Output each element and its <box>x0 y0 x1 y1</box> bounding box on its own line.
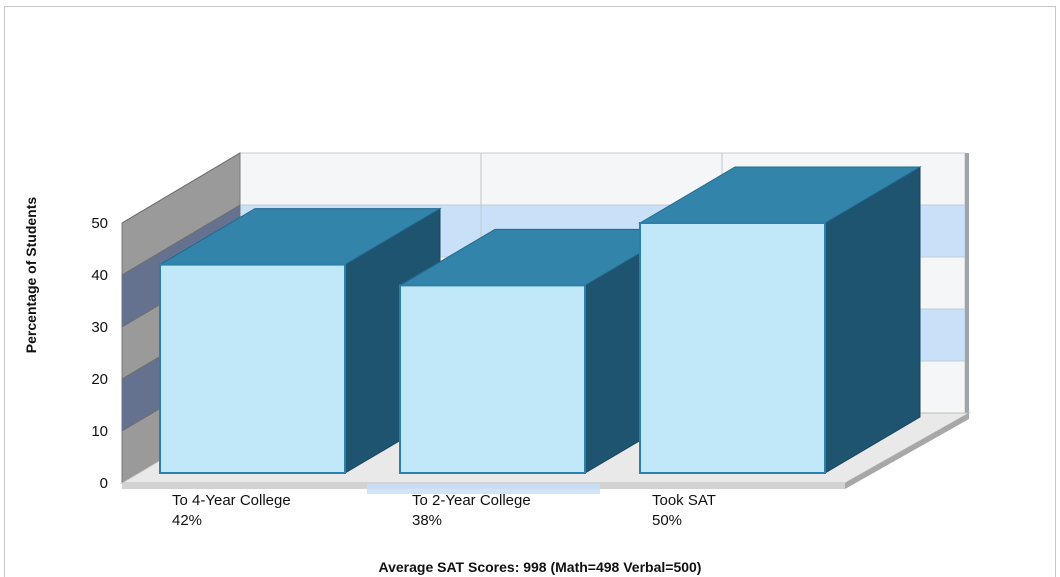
data-label: 42% <box>172 512 202 529</box>
floor-highlight <box>367 484 600 494</box>
x-tick-label: To 4-Year College <box>172 492 291 509</box>
y-tick-label: 20 <box>91 371 108 388</box>
y-tick-label: 30 <box>91 319 108 336</box>
bar-series <box>158 166 922 474</box>
data-label: 50% <box>652 512 682 529</box>
floor-side-edge <box>845 413 969 489</box>
y-tick-label: 40 <box>91 267 108 284</box>
y-tick-label: 0 <box>100 475 108 492</box>
bar <box>399 284 586 474</box>
data-label: 38% <box>412 512 442 529</box>
y-axis-label: Percentage of Students <box>23 197 39 354</box>
x-axis: To 4-Year College 42% To 2-Year College 38%… <box>172 492 716 529</box>
side-grid-line <box>121 152 241 224</box>
side-grid-line <box>121 204 241 276</box>
y-axis: 0 10 20 30 40 50 <box>91 215 108 492</box>
y-tick-label: 10 <box>91 423 108 440</box>
bar <box>639 222 826 474</box>
x-tick-label: Took SAT <box>652 492 716 509</box>
back-wall-edge <box>965 153 969 413</box>
bar <box>159 263 346 474</box>
y-tick-label: 50 <box>91 215 108 232</box>
x-axis-label: Average SAT Scores: 998 (Math=498 Verbal… <box>379 559 702 575</box>
x-tick-label: To 2-Year College <box>412 492 531 509</box>
